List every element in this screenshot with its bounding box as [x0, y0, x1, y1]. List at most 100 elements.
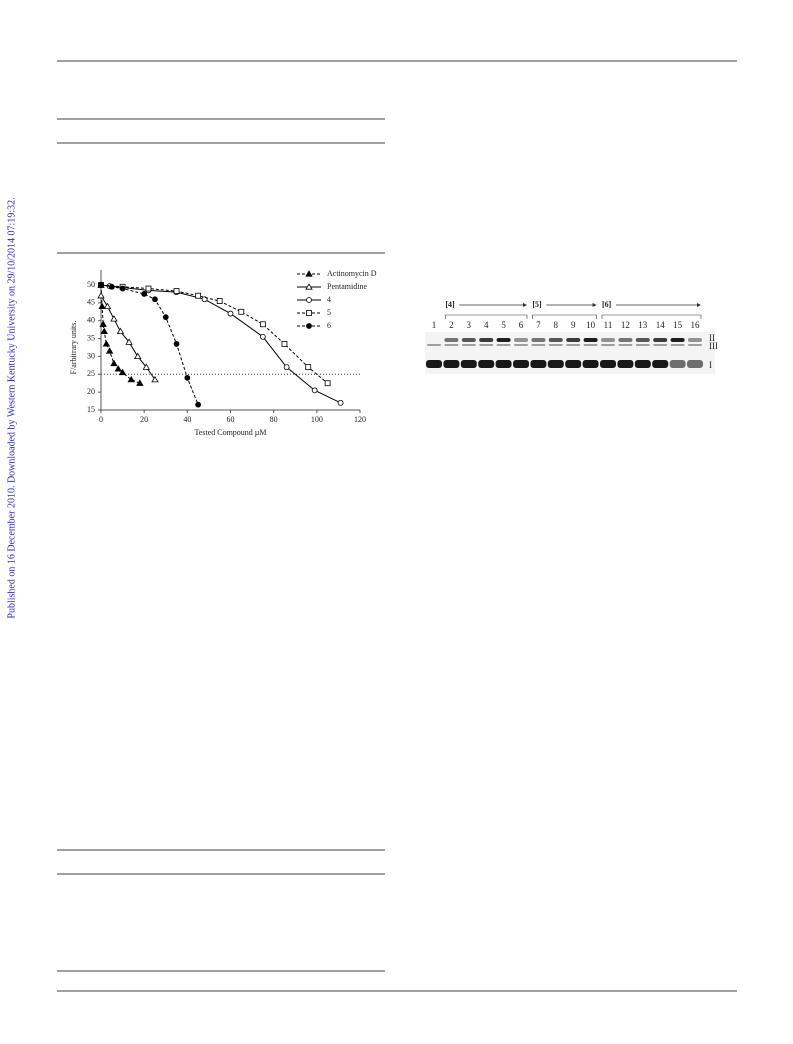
data-point	[125, 338, 133, 345]
data-point	[259, 321, 266, 328]
lane-label: 8	[554, 320, 559, 330]
y-tick-label: 30	[87, 351, 95, 360]
band-i	[565, 360, 582, 368]
legend-label: 4	[327, 295, 331, 304]
band-ii	[583, 338, 598, 342]
data-point	[216, 298, 223, 304]
lane-label: 11	[604, 320, 613, 330]
data-point	[103, 302, 112, 310]
legend-label: Actinomycin D	[327, 269, 377, 278]
band-ii	[479, 338, 494, 342]
x-tick-label: 100	[311, 415, 323, 424]
band-i	[530, 360, 547, 368]
lane-label: 16	[691, 320, 701, 330]
arrow-head	[697, 303, 701, 307]
band-ii	[688, 338, 702, 342]
data-point	[119, 285, 126, 292]
y-tick-label: 50	[87, 280, 95, 289]
legend-label: 5	[327, 308, 331, 317]
lane-label: 13	[638, 320, 648, 330]
band-iii	[427, 344, 441, 346]
band-i	[426, 360, 442, 368]
data-point	[337, 399, 344, 406]
band-i	[582, 360, 599, 368]
band-i	[443, 360, 460, 368]
data-point	[195, 292, 202, 299]
legend-marker	[305, 283, 313, 290]
band-ii	[653, 338, 668, 342]
data-point	[152, 296, 158, 303]
band-i	[634, 360, 651, 368]
data-point	[195, 401, 202, 408]
band-iii	[548, 344, 563, 346]
legend-label: Pentamidine	[327, 282, 367, 291]
legend-marker	[306, 323, 312, 329]
band-iii	[653, 344, 668, 346]
arrow-head	[523, 303, 527, 307]
y-tick-label: 35	[87, 333, 95, 342]
band-iii	[583, 344, 598, 346]
y-axis-label: F/arbitrary units.	[69, 321, 78, 375]
band-i	[478, 360, 495, 368]
band-ii	[461, 338, 476, 342]
band-ii	[444, 338, 459, 342]
band-ii	[618, 338, 633, 342]
lane-label: 9	[571, 320, 576, 330]
band-i	[687, 360, 703, 368]
data-point	[127, 375, 135, 383]
data-point	[110, 315, 118, 322]
series-line	[100, 284, 141, 384]
x-axis-label: Tested Compound µM	[194, 428, 266, 437]
legend-label: 6	[327, 321, 331, 330]
data-point	[173, 341, 180, 347]
data-point	[110, 359, 118, 367]
band-iii	[618, 344, 633, 346]
lane-label: 15	[673, 320, 683, 330]
lane-label: 4	[484, 320, 489, 330]
y-tick-label: 20	[87, 387, 95, 396]
band-label: III	[709, 341, 718, 351]
band-iii	[496, 344, 511, 346]
data-point	[118, 368, 127, 376]
group-label: [4]	[445, 300, 455, 309]
group-label: [6]	[602, 300, 612, 309]
band-ii	[635, 338, 650, 342]
band-i	[547, 360, 564, 368]
band-iii	[479, 344, 494, 346]
lane-label: 5	[501, 320, 506, 330]
data-point	[281, 341, 288, 347]
data-point	[305, 364, 312, 371]
data-point	[259, 333, 266, 340]
arrow-head	[592, 303, 597, 307]
data-point	[173, 288, 180, 294]
data-point	[105, 347, 114, 354]
data-point	[100, 327, 108, 335]
data-point	[324, 380, 331, 387]
data-point	[114, 365, 122, 372]
legend-marker	[306, 297, 312, 303]
y-tick-label: 15	[87, 405, 95, 414]
band-iii	[670, 344, 685, 346]
band-ii	[531, 338, 546, 342]
x-tick-label: 0	[99, 415, 103, 424]
data-point	[227, 310, 234, 317]
data-point	[311, 387, 318, 394]
y-tick-label: 25	[87, 369, 95, 378]
data-point	[98, 282, 104, 288]
y-tick-label: 40	[87, 316, 95, 325]
lane-label: 2	[449, 320, 454, 330]
x-tick-label: 60	[227, 415, 235, 424]
lane-label: 1	[432, 320, 437, 330]
band-iii	[688, 344, 702, 346]
band-iii	[566, 344, 581, 346]
data-point	[98, 302, 106, 310]
band-iii	[635, 344, 650, 346]
data-point	[136, 379, 144, 386]
lane-label: 6	[519, 320, 524, 330]
lane-label: 7	[536, 320, 541, 330]
series-line	[100, 284, 328, 384]
data-point	[238, 308, 245, 315]
band-ii	[670, 338, 685, 342]
band-iii	[514, 344, 528, 346]
